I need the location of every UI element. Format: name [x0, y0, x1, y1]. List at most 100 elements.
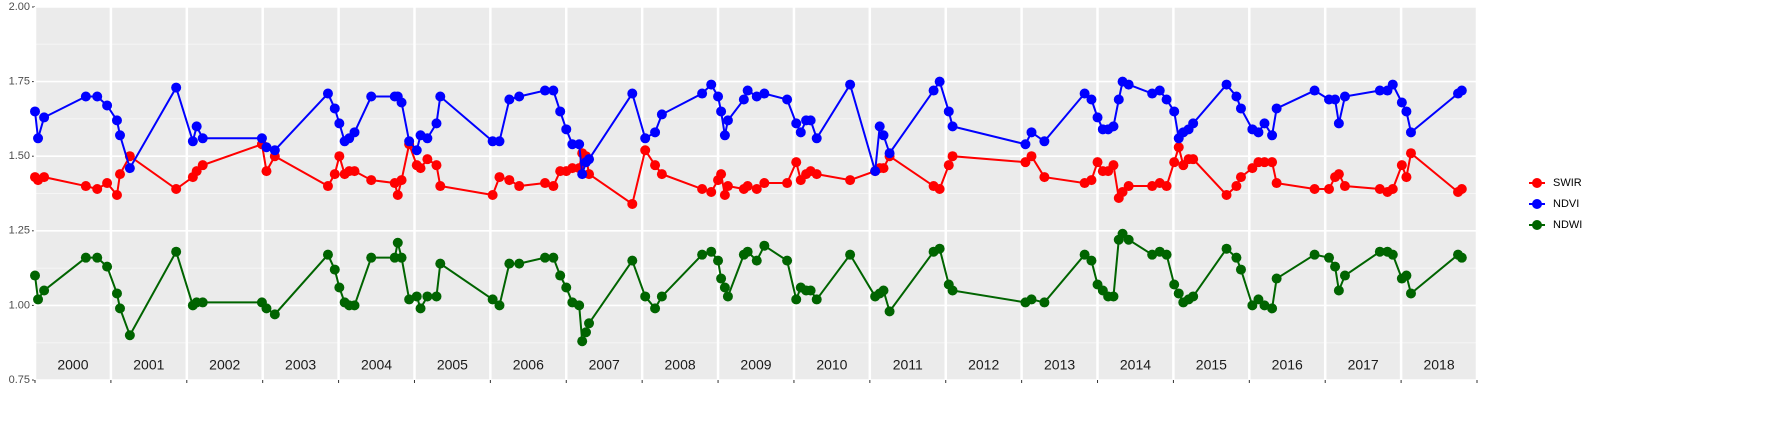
- point: [805, 285, 816, 296]
- point: [650, 160, 661, 171]
- year-label: 2006: [513, 357, 544, 373]
- legend-key: [1532, 178, 1542, 188]
- point: [1374, 246, 1385, 257]
- point: [514, 181, 525, 192]
- point: [574, 139, 585, 150]
- point: [1147, 181, 1158, 192]
- point: [261, 166, 272, 177]
- point: [584, 169, 595, 180]
- point: [1231, 252, 1242, 263]
- point: [269, 309, 280, 320]
- point: [719, 189, 730, 200]
- point: [1456, 184, 1467, 195]
- point: [366, 252, 377, 263]
- point: [171, 82, 182, 93]
- point: [934, 243, 945, 254]
- point: [1456, 85, 1467, 96]
- point: [1330, 94, 1341, 105]
- point: [640, 133, 651, 144]
- point: [504, 94, 515, 105]
- point: [1339, 270, 1350, 281]
- y-tick-label: 0.75: [9, 374, 30, 386]
- point: [33, 294, 44, 305]
- point: [1039, 136, 1050, 147]
- point: [884, 306, 895, 317]
- point: [1173, 288, 1184, 299]
- point: [782, 178, 793, 189]
- point: [548, 181, 559, 192]
- point: [1169, 157, 1180, 168]
- point: [261, 142, 272, 153]
- point: [404, 294, 415, 305]
- point: [943, 106, 954, 117]
- year-label: 2007: [589, 357, 620, 373]
- point: [92, 252, 103, 263]
- point: [878, 163, 889, 174]
- point: [1026, 127, 1037, 138]
- point: [349, 300, 360, 311]
- point: [322, 181, 333, 192]
- point: [1324, 252, 1335, 263]
- point: [697, 88, 708, 99]
- point: [1235, 103, 1246, 114]
- point: [171, 246, 182, 257]
- point: [111, 288, 122, 299]
- point: [514, 258, 525, 269]
- point: [1188, 154, 1199, 165]
- point: [759, 88, 770, 99]
- point: [811, 169, 822, 180]
- point: [39, 112, 50, 123]
- point: [1259, 157, 1270, 168]
- point: [329, 169, 340, 180]
- point: [39, 172, 50, 183]
- point: [706, 79, 717, 90]
- point: [487, 294, 498, 305]
- point: [191, 121, 202, 132]
- point: [656, 169, 667, 180]
- point: [1456, 252, 1467, 263]
- point: [1188, 118, 1199, 129]
- point: [656, 109, 667, 120]
- point: [494, 172, 505, 183]
- point: [392, 237, 403, 248]
- point: [334, 282, 345, 293]
- point: [878, 130, 889, 141]
- point: [1147, 249, 1158, 260]
- point: [751, 91, 762, 102]
- point: [805, 115, 816, 126]
- point: [256, 133, 267, 144]
- point: [1235, 264, 1246, 275]
- point: [947, 151, 958, 162]
- point: [584, 318, 595, 329]
- point: [124, 163, 135, 174]
- point: [1231, 181, 1242, 192]
- point: [1154, 85, 1165, 96]
- point: [1396, 160, 1407, 171]
- point: [366, 91, 377, 102]
- point: [845, 175, 856, 186]
- point: [389, 252, 400, 263]
- point: [1271, 273, 1282, 284]
- point: [640, 145, 651, 156]
- point: [494, 136, 505, 147]
- point: [928, 85, 939, 96]
- point: [1169, 106, 1180, 117]
- point: [1188, 291, 1199, 302]
- point: [504, 175, 515, 186]
- point: [697, 184, 708, 195]
- point: [719, 130, 730, 141]
- year-label: 2011: [893, 357, 923, 373]
- point: [92, 184, 103, 195]
- point: [1123, 181, 1134, 192]
- point: [580, 327, 591, 338]
- point: [1020, 139, 1031, 150]
- point: [102, 178, 113, 189]
- point: [435, 91, 446, 102]
- point: [706, 246, 717, 257]
- point: [811, 133, 822, 144]
- point: [269, 145, 280, 156]
- point: [1169, 279, 1180, 290]
- point: [487, 136, 498, 147]
- point: [1387, 79, 1398, 90]
- point: [548, 252, 559, 263]
